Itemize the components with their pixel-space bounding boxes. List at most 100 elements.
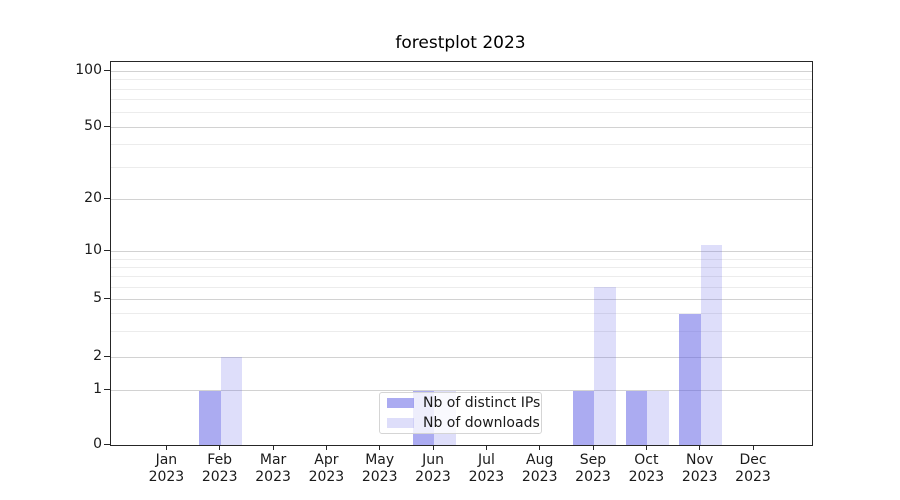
x-tick-month: Jun bbox=[422, 452, 444, 468]
gridline-major-20 bbox=[111, 199, 812, 200]
gridline-major-10 bbox=[111, 251, 812, 253]
x-tick-label-oct: Oct 2023 bbox=[614, 452, 678, 486]
x-tick-mark-oct bbox=[645, 445, 647, 450]
gridline-minor-9 bbox=[111, 258, 812, 260]
bar-nb-of-distinct-ips-feb bbox=[199, 390, 221, 445]
x-tick-mark-apr bbox=[325, 445, 327, 450]
y-tick-label-1: 1 bbox=[93, 381, 102, 398]
bar-nb-of-distinct-ips-oct bbox=[625, 390, 648, 445]
x-tick-year: 2023 bbox=[681, 469, 718, 485]
chart-title: forestplot 2023 bbox=[395, 33, 526, 53]
x-tick-month: Jul bbox=[477, 452, 495, 468]
gridline-minor-8 bbox=[111, 266, 812, 268]
x-tick-year: 2023 bbox=[628, 469, 665, 485]
x-tick-mark-aug bbox=[539, 445, 541, 450]
x-tick-mark-nov bbox=[699, 445, 701, 450]
x-tick-label-feb: Feb 2023 bbox=[188, 452, 252, 486]
x-tick-label-aug: Aug 2023 bbox=[508, 452, 572, 486]
gridline-major-5 bbox=[111, 299, 812, 301]
gridline-minor-30 bbox=[111, 166, 812, 168]
bar-nb-of-downloads-oct bbox=[647, 390, 669, 445]
x-tick-year: 2023 bbox=[361, 469, 398, 485]
x-tick-label-mar: Mar 2023 bbox=[241, 452, 305, 486]
x-tick-label-jun: Jun 2023 bbox=[401, 452, 465, 486]
plot-area: Nb of distinct IPs Nb of downloads bbox=[110, 61, 813, 446]
x-tick-month: Mar bbox=[259, 452, 287, 468]
gridline-major-2 bbox=[111, 356, 812, 358]
x-tick-year: 2023 bbox=[735, 469, 771, 485]
bar-nb-of-downloads-sep bbox=[594, 287, 616, 445]
x-tick-label-nov: Nov 2023 bbox=[668, 452, 732, 486]
y-tick-label-20: 20 bbox=[84, 190, 102, 206]
gridline-minor-70 bbox=[111, 99, 812, 101]
gridline-minor-90 bbox=[111, 79, 812, 80]
y-tick-label-10: 10 bbox=[84, 242, 102, 259]
x-tick-mark-sep bbox=[592, 445, 594, 450]
x-tick-month: Feb bbox=[207, 452, 233, 468]
x-tick-year: 2023 bbox=[148, 469, 185, 485]
legend-row-downloads: Nb of downloads bbox=[380, 415, 541, 431]
gridline-major-100 bbox=[111, 70, 812, 72]
y-tick-label-2: 2 bbox=[93, 347, 102, 364]
y-tick-mark-50 bbox=[104, 125, 110, 127]
x-tick-month: Nov bbox=[686, 452, 714, 468]
x-tick-month: Sep bbox=[579, 452, 607, 468]
bar-nb-of-distinct-ips-nov bbox=[679, 313, 701, 445]
legend-row-distinct-ips: Nb of distinct IPs bbox=[380, 395, 541, 411]
y-tick-label-50: 50 bbox=[84, 117, 102, 134]
gridline-minor-3 bbox=[111, 331, 812, 333]
gridline-minor-6 bbox=[111, 286, 812, 288]
x-tick-label-jan: Jan 2023 bbox=[134, 452, 198, 486]
x-tick-mark-dec bbox=[752, 445, 754, 450]
x-tick-year: 2023 bbox=[575, 469, 611, 485]
legend-label-downloads: Nb of downloads bbox=[423, 415, 540, 431]
gridline-minor-40 bbox=[111, 144, 812, 146]
x-tick-label-dec: Dec 2023 bbox=[721, 452, 785, 486]
x-tick-year: 2023 bbox=[255, 469, 291, 485]
legend-label-distinct-ips: Nb of distinct IPs bbox=[423, 395, 541, 411]
x-tick-label-sep: Sep 2023 bbox=[561, 452, 625, 486]
bar-nb-of-downloads-feb bbox=[220, 357, 243, 445]
x-tick-month: Dec bbox=[739, 452, 767, 468]
x-tick-month: Aug bbox=[526, 452, 554, 468]
legend-swatch-distinct-ips bbox=[387, 398, 414, 408]
legend-swatch-downloads bbox=[387, 418, 414, 428]
y-tick-label-0: 0 bbox=[93, 435, 102, 452]
y-tick-label-5: 5 bbox=[93, 290, 102, 307]
y-tick-mark-0 bbox=[104, 443, 110, 445]
x-tick-month: Jan bbox=[155, 452, 178, 468]
x-tick-mark-mar bbox=[272, 445, 274, 450]
bar-nb-of-downloads-nov bbox=[700, 244, 723, 445]
x-tick-year: 2023 bbox=[415, 469, 451, 485]
x-tick-mark-jul bbox=[485, 445, 487, 450]
gridline-minor-60 bbox=[111, 111, 812, 113]
x-tick-label-may: May 2023 bbox=[348, 452, 412, 486]
y-tick-mark-20 bbox=[104, 198, 110, 199]
gridline-minor-4 bbox=[111, 313, 812, 315]
x-tick-month: May bbox=[365, 452, 395, 468]
gridline-major-1 bbox=[111, 390, 812, 392]
x-tick-label-jul: Jul 2023 bbox=[454, 452, 518, 486]
y-tick-mark-5 bbox=[104, 298, 110, 300]
x-tick-year: 2023 bbox=[521, 469, 558, 485]
x-tick-mark-feb bbox=[219, 445, 221, 450]
legend: Nb of distinct IPs Nb of downloads bbox=[379, 392, 542, 434]
x-tick-year: 2023 bbox=[201, 469, 238, 485]
gridline-minor-7 bbox=[111, 276, 812, 277]
y-tick-mark-2 bbox=[104, 355, 110, 357]
y-tick-mark-100 bbox=[104, 69, 110, 71]
x-tick-mark-may bbox=[379, 445, 381, 450]
x-tick-mark-jan bbox=[165, 445, 167, 450]
x-tick-month: Apr bbox=[314, 452, 339, 468]
x-tick-mark-jun bbox=[432, 445, 434, 450]
y-tick-label-100: 100 bbox=[75, 61, 102, 78]
y-tick-mark-10 bbox=[104, 250, 110, 252]
y-tick-mark-1 bbox=[104, 389, 110, 391]
gridline-minor-80 bbox=[111, 88, 812, 90]
x-tick-month: Oct bbox=[634, 452, 659, 468]
x-tick-year: 2023 bbox=[468, 469, 505, 485]
x-tick-year: 2023 bbox=[308, 469, 345, 485]
bar-nb-of-distinct-ips-sep bbox=[572, 390, 594, 445]
x-tick-label-apr: Apr 2023 bbox=[294, 452, 358, 486]
